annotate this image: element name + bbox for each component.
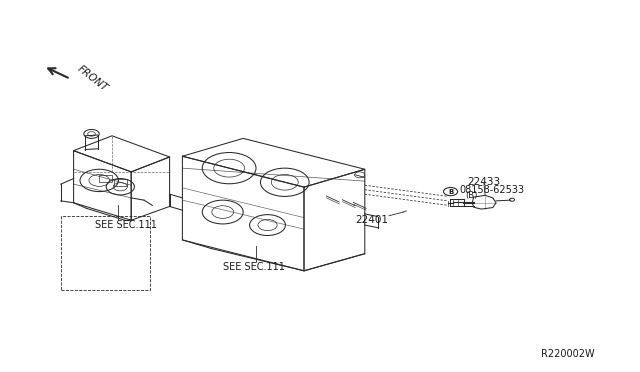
Text: (B): (B)	[465, 191, 477, 200]
Text: SEE SEC.111: SEE SEC.111	[95, 220, 157, 230]
Text: R220002W: R220002W	[541, 349, 595, 359]
Text: 22401: 22401	[355, 215, 388, 225]
Text: B: B	[448, 189, 453, 195]
Text: FRONT: FRONT	[76, 63, 109, 93]
Text: 22433: 22433	[467, 177, 500, 186]
Text: 08158-62533: 08158-62533	[460, 186, 525, 195]
Text: SEE SEC.111: SEE SEC.111	[223, 262, 285, 272]
